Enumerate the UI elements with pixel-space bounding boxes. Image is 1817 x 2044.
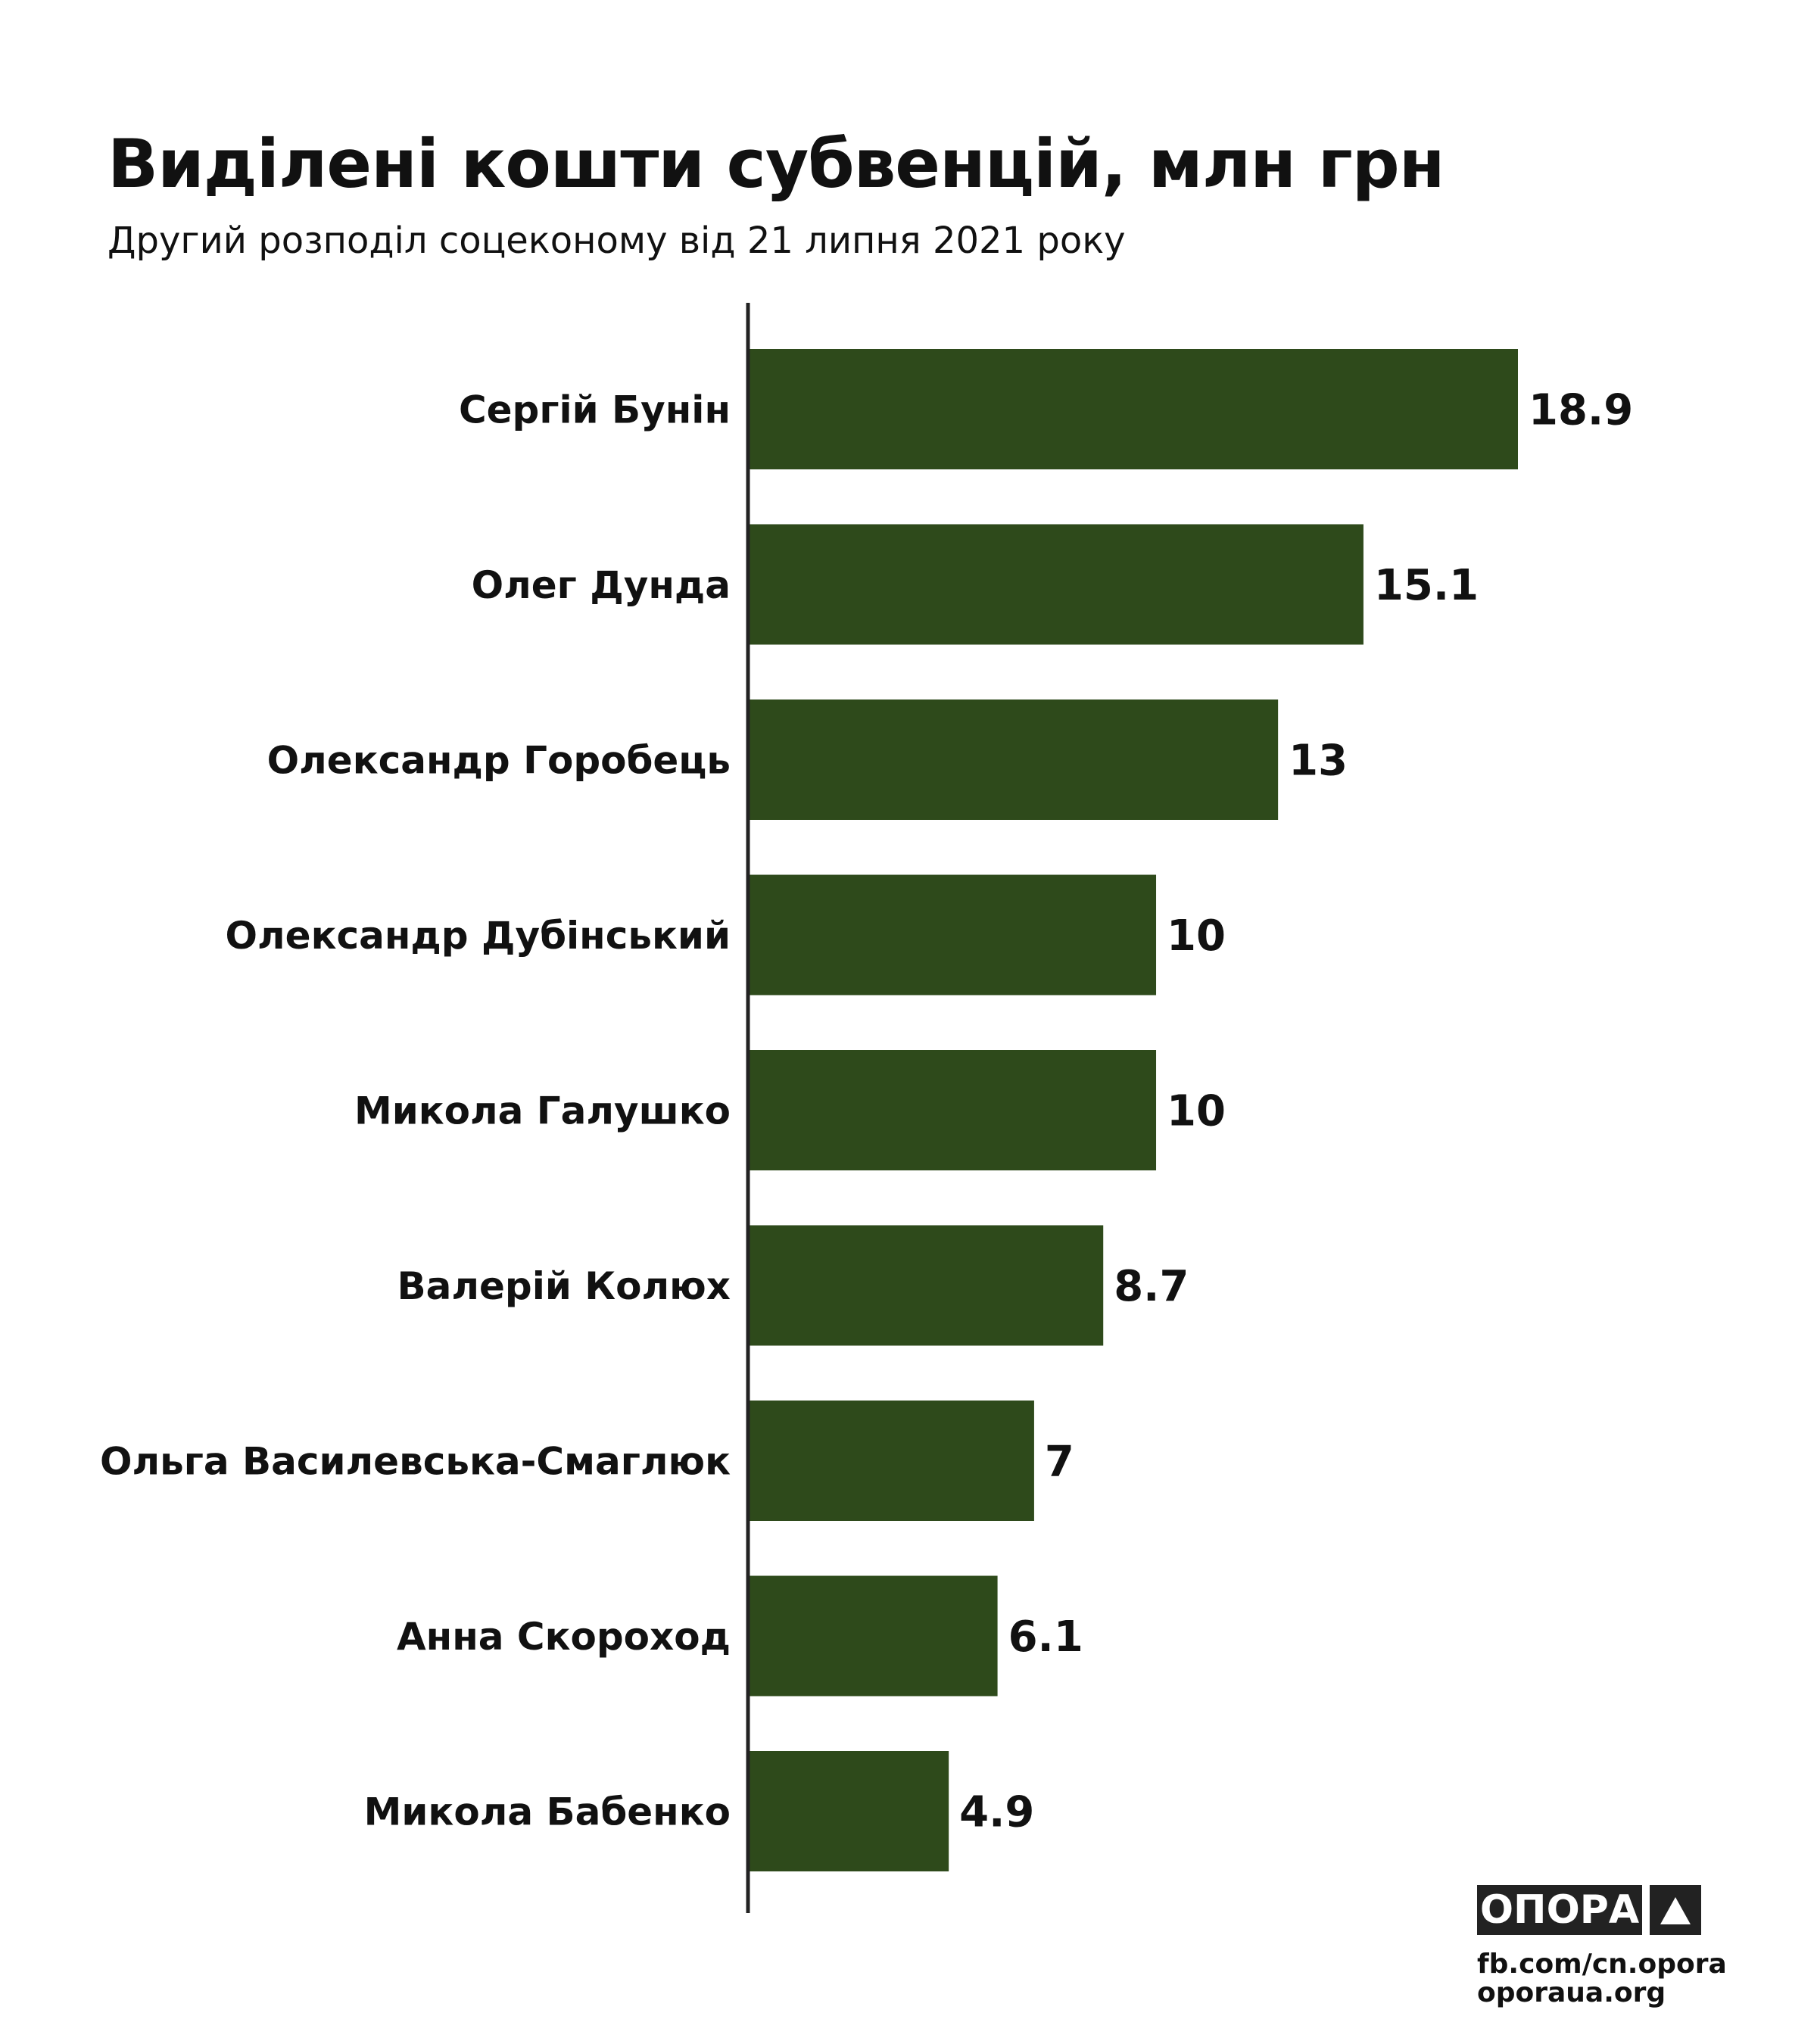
bar [750,874,1157,996]
bar [750,1050,1157,1170]
value-label: 10 [1167,911,1226,961]
category-label: Ольга Василевська-Смаглюк [100,1440,731,1484]
value-label: 7 [1045,1438,1074,1487]
category-label: Сергій Бунін [459,388,731,432]
category-label: Валерій Колюх [397,1264,731,1308]
triangle-icon [1650,1885,1701,1935]
bar [750,1225,1104,1346]
category-label: Олег Дунда [472,563,731,607]
bar [750,1751,949,1871]
facebook-link[interactable]: fb.com/cn.opora [1477,1949,1727,1980]
chart-subtitle: Другий розподіл соцеконому від 21 липня … [108,220,1126,262]
category-label: Анна Скороход [397,1615,731,1659]
category-label: Олександр Горобець [267,739,731,783]
value-label: 10 [1167,1087,1226,1136]
category-label: Олександр Дубінський [226,914,731,958]
bar [750,1401,1034,1521]
bar [750,1575,998,1697]
bar [750,524,1364,645]
value-label: 15.1 [1374,561,1479,610]
value-label: 4.9 [959,1788,1034,1837]
category-label: Микола Бабенко [364,1790,731,1834]
value-label: 13 [1289,737,1348,786]
value-label: 6.1 [1008,1612,1083,1662]
logo-wordmark: ОПОРА [1477,1885,1642,1935]
bar [750,700,1279,820]
website-link[interactable]: oporaua.org [1477,1977,1666,2008]
category-label: Микола Галушко [354,1089,731,1133]
value-label: 8.7 [1114,1262,1189,1311]
chart-title: Виділені кошти субвенцій, млн грн [108,125,1445,203]
bar [750,349,1518,469]
value-label: 18.9 [1529,386,1633,435]
